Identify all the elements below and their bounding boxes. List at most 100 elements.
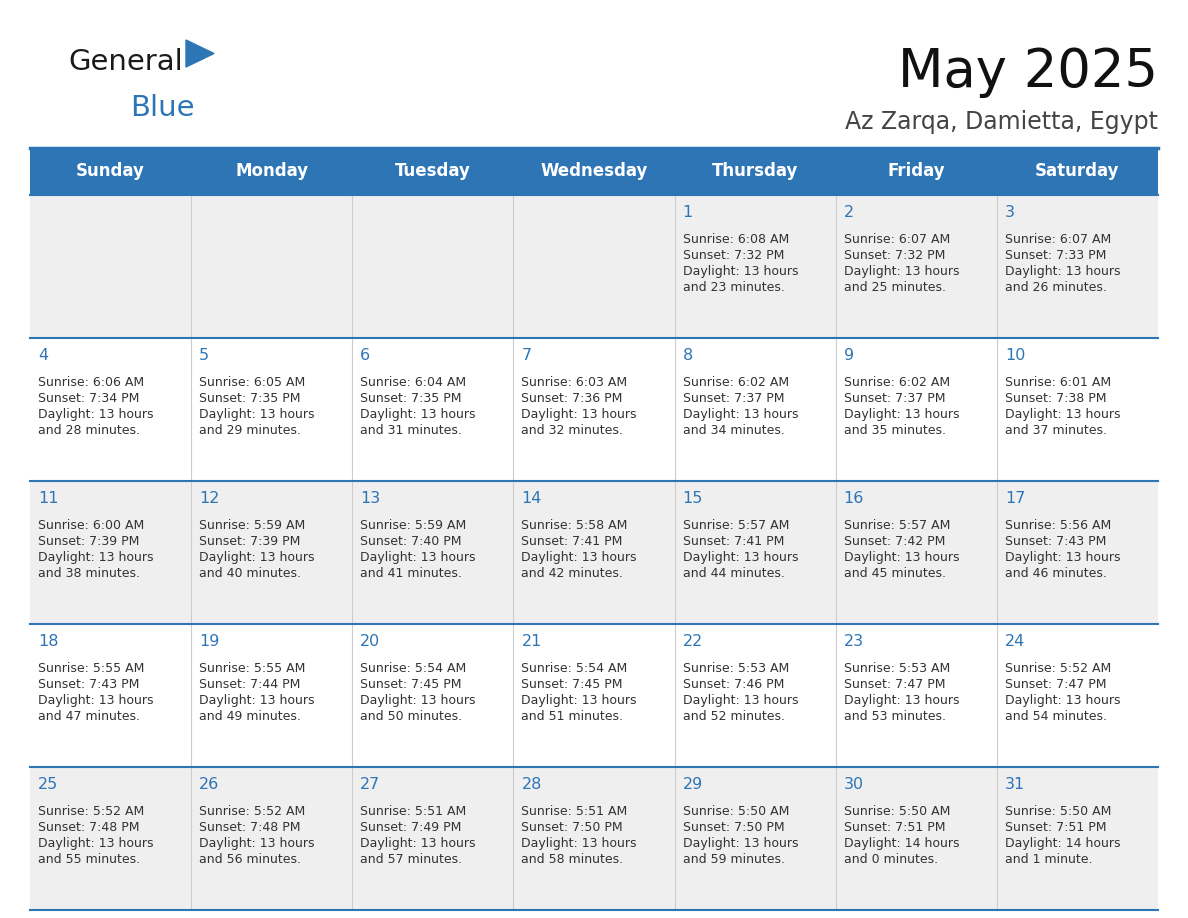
- Text: Daylight: 13 hours: Daylight: 13 hours: [683, 694, 798, 707]
- Text: Sunrise: 5:51 AM: Sunrise: 5:51 AM: [360, 805, 467, 818]
- Text: Daylight: 13 hours: Daylight: 13 hours: [522, 837, 637, 850]
- Text: 9: 9: [843, 348, 854, 363]
- Text: 21: 21: [522, 634, 542, 649]
- Text: Daylight: 13 hours: Daylight: 13 hours: [843, 265, 959, 278]
- Text: Sunset: 7:33 PM: Sunset: 7:33 PM: [1005, 249, 1106, 262]
- Text: and 59 minutes.: and 59 minutes.: [683, 853, 784, 866]
- Bar: [30, 148, 1158, 195]
- Text: Daylight: 13 hours: Daylight: 13 hours: [38, 408, 153, 421]
- Text: 10: 10: [1005, 348, 1025, 363]
- Text: Sunrise: 5:55 AM: Sunrise: 5:55 AM: [200, 662, 305, 675]
- Text: and 50 minutes.: and 50 minutes.: [360, 710, 462, 723]
- Text: Daylight: 13 hours: Daylight: 13 hours: [683, 265, 798, 278]
- Text: Sunrise: 6:02 AM: Sunrise: 6:02 AM: [843, 376, 950, 389]
- Text: Sunrise: 6:07 AM: Sunrise: 6:07 AM: [843, 233, 950, 246]
- Bar: [30, 195, 1158, 338]
- Text: and 49 minutes.: and 49 minutes.: [200, 710, 301, 723]
- Text: and 23 minutes.: and 23 minutes.: [683, 281, 784, 294]
- Text: and 26 minutes.: and 26 minutes.: [1005, 281, 1107, 294]
- Text: Sunset: 7:50 PM: Sunset: 7:50 PM: [683, 821, 784, 834]
- Bar: [30, 767, 1158, 910]
- Text: and 37 minutes.: and 37 minutes.: [1005, 424, 1107, 437]
- Text: and 0 minutes.: and 0 minutes.: [843, 853, 937, 866]
- Text: Sunrise: 6:00 AM: Sunrise: 6:00 AM: [38, 519, 144, 532]
- Text: and 41 minutes.: and 41 minutes.: [360, 567, 462, 580]
- Text: and 55 minutes.: and 55 minutes.: [38, 853, 140, 866]
- Text: 30: 30: [843, 777, 864, 792]
- Text: Sunrise: 5:57 AM: Sunrise: 5:57 AM: [683, 519, 789, 532]
- Text: 23: 23: [843, 634, 864, 649]
- Text: Sunrise: 5:54 AM: Sunrise: 5:54 AM: [522, 662, 627, 675]
- Text: and 45 minutes.: and 45 minutes.: [843, 567, 946, 580]
- Text: Daylight: 13 hours: Daylight: 13 hours: [843, 408, 959, 421]
- Text: 19: 19: [200, 634, 220, 649]
- Text: Daylight: 13 hours: Daylight: 13 hours: [683, 551, 798, 564]
- Text: Sunrise: 5:50 AM: Sunrise: 5:50 AM: [683, 805, 789, 818]
- Text: Sunset: 7:44 PM: Sunset: 7:44 PM: [200, 678, 301, 691]
- Text: and 52 minutes.: and 52 minutes.: [683, 710, 784, 723]
- Text: Sunset: 7:43 PM: Sunset: 7:43 PM: [1005, 535, 1106, 548]
- Text: Daylight: 13 hours: Daylight: 13 hours: [200, 837, 315, 850]
- Text: 2: 2: [843, 205, 854, 220]
- Text: Daylight: 13 hours: Daylight: 13 hours: [683, 408, 798, 421]
- Text: Daylight: 13 hours: Daylight: 13 hours: [360, 837, 475, 850]
- Text: 14: 14: [522, 491, 542, 506]
- Text: Sunrise: 5:52 AM: Sunrise: 5:52 AM: [200, 805, 305, 818]
- Text: Sunrise: 6:05 AM: Sunrise: 6:05 AM: [200, 376, 305, 389]
- Text: and 28 minutes.: and 28 minutes.: [38, 424, 140, 437]
- Text: Sunrise: 5:52 AM: Sunrise: 5:52 AM: [1005, 662, 1111, 675]
- Text: and 58 minutes.: and 58 minutes.: [522, 853, 624, 866]
- Text: Sunrise: 6:04 AM: Sunrise: 6:04 AM: [360, 376, 467, 389]
- Text: 6: 6: [360, 348, 371, 363]
- Text: Daylight: 13 hours: Daylight: 13 hours: [360, 408, 475, 421]
- Text: Sunrise: 5:58 AM: Sunrise: 5:58 AM: [522, 519, 627, 532]
- Text: Sunrise: 5:53 AM: Sunrise: 5:53 AM: [843, 662, 950, 675]
- Text: Daylight: 13 hours: Daylight: 13 hours: [522, 694, 637, 707]
- Text: Sunset: 7:42 PM: Sunset: 7:42 PM: [843, 535, 946, 548]
- Text: 13: 13: [360, 491, 380, 506]
- Text: and 47 minutes.: and 47 minutes.: [38, 710, 140, 723]
- Text: Sunrise: 5:51 AM: Sunrise: 5:51 AM: [522, 805, 627, 818]
- Text: Daylight: 13 hours: Daylight: 13 hours: [38, 551, 153, 564]
- Text: and 38 minutes.: and 38 minutes.: [38, 567, 140, 580]
- Text: Sunset: 7:34 PM: Sunset: 7:34 PM: [38, 392, 139, 405]
- Text: Sunset: 7:38 PM: Sunset: 7:38 PM: [1005, 392, 1106, 405]
- Text: and 46 minutes.: and 46 minutes.: [1005, 567, 1107, 580]
- Text: 22: 22: [683, 634, 703, 649]
- Text: Sunrise: 6:03 AM: Sunrise: 6:03 AM: [522, 376, 627, 389]
- Text: Sunset: 7:45 PM: Sunset: 7:45 PM: [522, 678, 623, 691]
- Text: Daylight: 14 hours: Daylight: 14 hours: [1005, 837, 1120, 850]
- Text: Sunrise: 5:57 AM: Sunrise: 5:57 AM: [843, 519, 950, 532]
- Text: Monday: Monday: [235, 162, 308, 181]
- Text: Sunrise: 6:06 AM: Sunrise: 6:06 AM: [38, 376, 144, 389]
- Text: Sunset: 7:51 PM: Sunset: 7:51 PM: [843, 821, 946, 834]
- Text: and 34 minutes.: and 34 minutes.: [683, 424, 784, 437]
- Text: Daylight: 14 hours: Daylight: 14 hours: [843, 837, 959, 850]
- Text: 8: 8: [683, 348, 693, 363]
- Text: 12: 12: [200, 491, 220, 506]
- Text: Sunset: 7:46 PM: Sunset: 7:46 PM: [683, 678, 784, 691]
- Text: 1: 1: [683, 205, 693, 220]
- Text: 4: 4: [38, 348, 49, 363]
- Text: Sunset: 7:41 PM: Sunset: 7:41 PM: [683, 535, 784, 548]
- Text: and 53 minutes.: and 53 minutes.: [843, 710, 946, 723]
- Text: Daylight: 13 hours: Daylight: 13 hours: [200, 551, 315, 564]
- Text: 15: 15: [683, 491, 703, 506]
- Text: Sunset: 7:48 PM: Sunset: 7:48 PM: [38, 821, 139, 834]
- Text: Saturday: Saturday: [1035, 162, 1119, 181]
- Text: Sunset: 7:47 PM: Sunset: 7:47 PM: [843, 678, 946, 691]
- Text: Daylight: 13 hours: Daylight: 13 hours: [1005, 694, 1120, 707]
- Text: 25: 25: [38, 777, 58, 792]
- Text: Sunset: 7:45 PM: Sunset: 7:45 PM: [360, 678, 462, 691]
- Text: Sunrise: 5:59 AM: Sunrise: 5:59 AM: [360, 519, 467, 532]
- Text: 11: 11: [38, 491, 58, 506]
- Text: Sunset: 7:41 PM: Sunset: 7:41 PM: [522, 535, 623, 548]
- Text: Friday: Friday: [887, 162, 946, 181]
- Polygon shape: [187, 40, 214, 67]
- Text: Sunrise: 5:52 AM: Sunrise: 5:52 AM: [38, 805, 144, 818]
- Text: Sunrise: 5:56 AM: Sunrise: 5:56 AM: [1005, 519, 1111, 532]
- Text: Thursday: Thursday: [712, 162, 798, 181]
- Text: and 57 minutes.: and 57 minutes.: [360, 853, 462, 866]
- Text: Daylight: 13 hours: Daylight: 13 hours: [843, 694, 959, 707]
- Text: and 42 minutes.: and 42 minutes.: [522, 567, 624, 580]
